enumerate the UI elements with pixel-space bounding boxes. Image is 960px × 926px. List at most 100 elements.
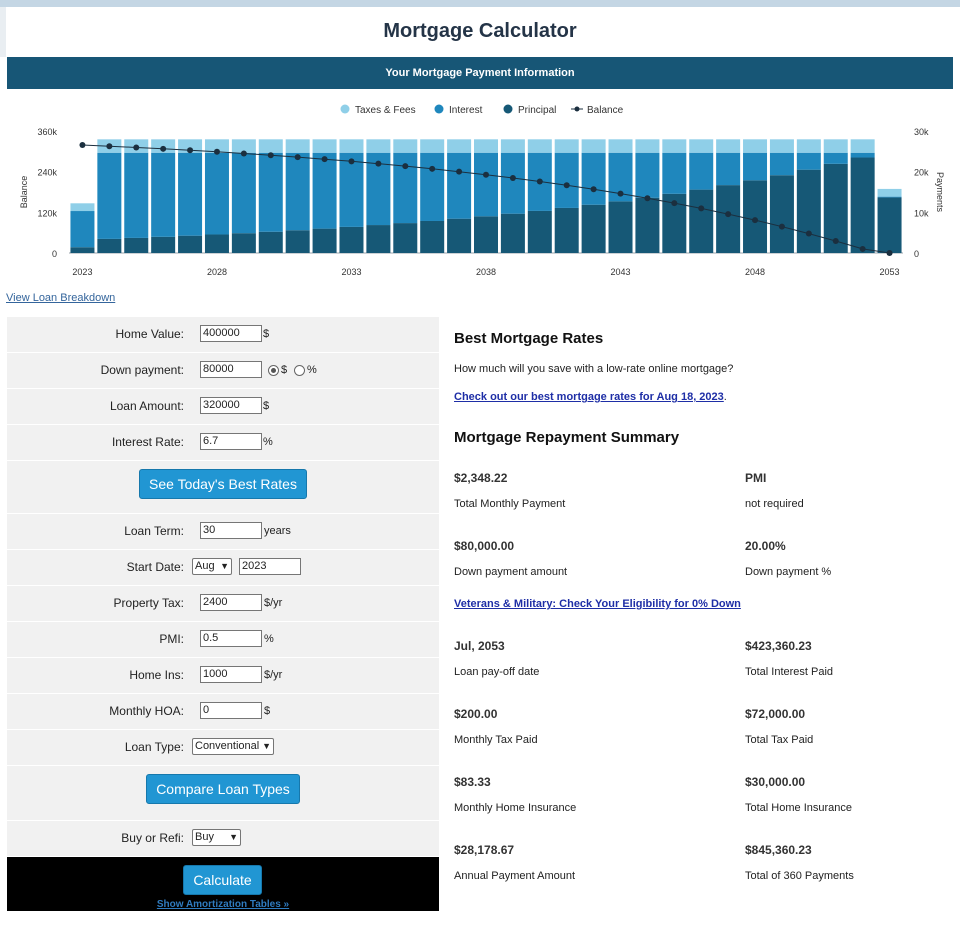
bar-principal	[850, 157, 875, 253]
bar-interest	[151, 152, 176, 237]
chart-bars	[70, 139, 902, 253]
summary-value: PMI	[745, 471, 767, 485]
loan-type-row: Loan Type: Conventional ▼	[7, 730, 439, 766]
bar-principal	[877, 197, 902, 253]
bar-principal	[70, 247, 95, 253]
balance-point	[536, 178, 543, 185]
compare-loan-types-button[interactable]: Compare Loan Types	[146, 774, 300, 804]
bar-interest	[447, 152, 472, 219]
legend-label: Balance	[587, 105, 624, 116]
bar-interest	[769, 152, 794, 176]
loan-type-value: Conventional	[195, 740, 260, 752]
balance-point	[805, 230, 812, 237]
down-payment-dollar-radio[interactable]	[268, 365, 279, 376]
best-rates-link[interactable]: Check out our best mortgage rates for Au…	[454, 391, 724, 403]
home-ins-input[interactable]: 1000	[200, 666, 262, 683]
mortgage-chart: Taxes & Fees Interest Principal Balance 0 12…	[19, 104, 945, 277]
veterans-link[interactable]: Veterans & Military: Check Your Eligibil…	[454, 598, 741, 610]
loan-amount-row: Loan Amount: 320000 $	[7, 389, 439, 425]
bar-taxes-fees	[339, 139, 364, 153]
bar-taxes-fees	[366, 139, 391, 153]
pmi-unit: %	[264, 633, 274, 645]
home-value-row: Home Value: 400000 $	[7, 317, 439, 353]
buy-or-refi-value: Buy	[195, 831, 214, 843]
balance-point	[187, 147, 194, 154]
bar-principal	[769, 175, 794, 253]
legend-label: Taxes & Fees	[355, 105, 416, 116]
summary-value: $80,000.00	[454, 539, 515, 553]
bar-principal	[178, 235, 203, 253]
legend-marker-principal	[503, 104, 513, 114]
start-date-label: Start Date:	[126, 560, 184, 574]
buy-or-refi-select[interactable]: Buy ▼	[192, 829, 241, 846]
summary-label: not required	[745, 498, 804, 510]
down-payment-input[interactable]: 80000	[200, 361, 262, 378]
bar-interest	[420, 152, 445, 221]
bar-interest	[554, 152, 579, 208]
interest-rate-input[interactable]: 6.7	[200, 433, 262, 450]
summary-value: $2,348.22	[454, 471, 508, 485]
bar-principal	[420, 220, 445, 253]
loan-amount-input[interactable]: 320000	[200, 397, 262, 414]
loan-type-select[interactable]: Conventional ▼	[192, 738, 274, 755]
balance-point	[563, 182, 570, 189]
property-tax-input[interactable]: 2400	[200, 594, 262, 611]
summary-value: $28,178.67	[454, 843, 515, 857]
balance-point	[832, 237, 839, 244]
summary-value: Jul, 2053	[454, 639, 505, 653]
calculate-button[interactable]: Calculate	[183, 865, 262, 895]
rates-question: How much will you save with a low-rate o…	[454, 363, 734, 375]
bar-principal	[312, 228, 337, 253]
bar-taxes-fees	[420, 139, 445, 153]
bar-taxes-fees	[662, 139, 687, 153]
bar-principal	[258, 231, 283, 253]
balance-point	[240, 150, 247, 157]
down-payment-dollar-unit: $	[281, 364, 288, 376]
bar-interest	[716, 152, 741, 186]
bar-interest	[662, 152, 687, 194]
start-month-select[interactable]: Aug ▼	[192, 558, 232, 575]
balance-point	[778, 223, 785, 230]
page-title: Mortgage Calculator	[383, 20, 577, 42]
bar-principal	[743, 180, 768, 253]
legend-label: Interest	[449, 105, 483, 116]
left-edge	[0, 7, 6, 57]
x-axis-tick: 2048	[745, 267, 765, 277]
summary-label: Loan pay-off date	[454, 666, 540, 678]
bar-interest	[231, 152, 256, 234]
left-axis-label: Balance	[19, 176, 29, 209]
chart-axes: 0 120k 240k 360k 0 10k 20k 30k Balance Payments 20…	[19, 127, 945, 277]
bar-interest	[689, 152, 714, 190]
monthly-hoa-input[interactable]: 0	[200, 702, 262, 719]
bar-principal	[339, 226, 364, 253]
bar-principal	[796, 169, 821, 253]
bar-taxes-fees	[258, 139, 283, 153]
bar-taxes-fees	[877, 188, 902, 197]
left-axis-tick: 120k	[37, 208, 57, 218]
buy-or-refi-label: Buy or Refi:	[121, 831, 184, 845]
balance-point	[106, 143, 113, 150]
summary-value: $423,360.23	[745, 639, 812, 653]
down-payment-percent-radio[interactable]	[294, 365, 305, 376]
summary-label: Total Tax Paid	[745, 734, 814, 746]
right-axis-tick: 20k	[914, 168, 929, 178]
show-amortization-link[interactable]: Show Amortization Tables »	[156, 899, 290, 910]
property-tax-label: Property Tax:	[113, 596, 184, 610]
bar-principal	[554, 207, 579, 253]
start-year-input[interactable]: 2023	[239, 558, 301, 575]
x-axis-tick: 2023	[72, 267, 92, 277]
view-loan-breakdown-link[interactable]: View Loan Breakdown	[6, 292, 116, 304]
loan-term-label: Loan Term:	[124, 524, 184, 538]
balance-point	[886, 250, 893, 256]
loan-term-input[interactable]: 30	[200, 522, 262, 539]
left-axis-tick: 0	[52, 249, 57, 259]
pmi-input[interactable]: 0.5	[200, 630, 262, 647]
see-best-rates-button[interactable]: See Today's Best Rates	[139, 469, 307, 499]
x-axis-tick: 2053	[880, 267, 900, 277]
balance-point	[617, 190, 624, 197]
bar-taxes-fees	[393, 139, 418, 153]
pmi-label: PMI:	[159, 632, 184, 646]
interest-rate-unit: %	[263, 436, 273, 448]
home-value-input[interactable]: 400000	[200, 325, 262, 342]
balance-point	[402, 163, 409, 170]
